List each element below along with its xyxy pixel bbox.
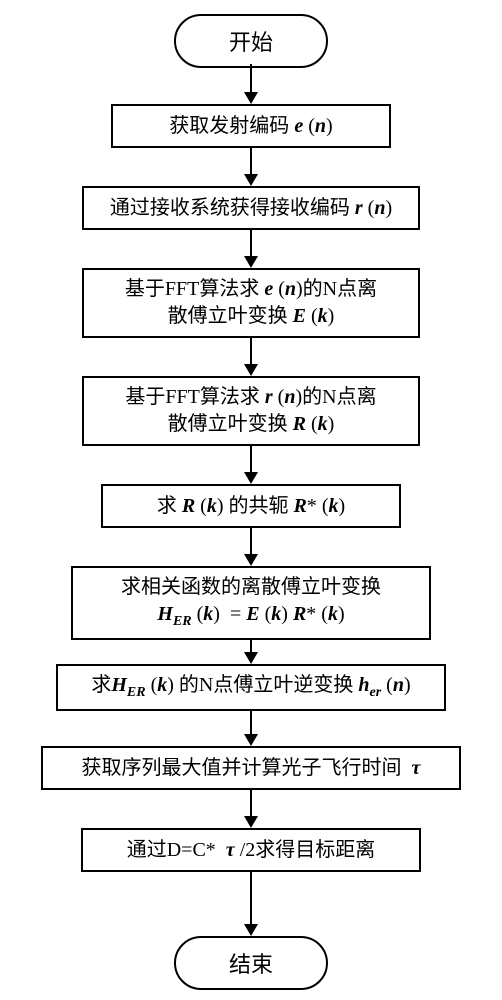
terminator-end-label: 结束 bbox=[229, 947, 273, 979]
process-s9-label: 通过D=C* τ /2求得目标距离 bbox=[127, 837, 376, 864]
process-s8-label: 获取序列最大值并计算光子飞行时间 τ bbox=[82, 755, 421, 782]
arrow-3-head bbox=[244, 256, 258, 268]
process-s4-label: 基于FFT算法求 r (n)的N点离散傅立叶变换 R (k) bbox=[125, 384, 376, 438]
process-s3: 基于FFT算法求 e (n)的N点离散傅立叶变换 E (k) bbox=[82, 268, 420, 338]
process-s4: 基于FFT算法求 r (n)的N点离散傅立叶变换 R (k) bbox=[82, 376, 420, 446]
flowchart-canvas: 开始 获取发射编码 e (n) 通过接收系统获得接收编码 r (n) 基于FFT算法… bbox=[0, 0, 502, 1000]
arrow-6-head bbox=[244, 554, 258, 566]
arrow-3-line bbox=[250, 230, 252, 256]
arrow-9-line bbox=[250, 790, 252, 816]
arrow-4-line bbox=[250, 338, 252, 364]
arrow-6-line bbox=[250, 528, 252, 554]
process-s5: 求 R (k) 的共轭 R* (k) bbox=[101, 484, 401, 528]
arrow-2-line bbox=[250, 148, 252, 174]
process-s7: 求HER (k) 的N点傅立叶逆变换 her (n) bbox=[56, 664, 446, 711]
arrow-2-head bbox=[244, 174, 258, 186]
terminator-start-label: 开始 bbox=[229, 25, 273, 57]
process-s6-label: 求相关函数的离散傅立叶变换HER (k) = E (k) R* (k) bbox=[121, 574, 381, 632]
arrow-9-head bbox=[244, 816, 258, 828]
process-s8: 获取序列最大值并计算光子飞行时间 τ bbox=[41, 746, 461, 790]
terminator-end: 结束 bbox=[174, 936, 328, 990]
process-s5-label: 求 R (k) 的共轭 R* (k) bbox=[157, 493, 345, 520]
process-s1: 获取发射编码 e (n) bbox=[111, 104, 391, 148]
process-s2: 通过接收系统获得接收编码 r (n) bbox=[82, 186, 420, 230]
process-s9: 通过D=C* τ /2求得目标距离 bbox=[81, 828, 421, 872]
arrow-8-head bbox=[244, 734, 258, 746]
arrow-10-line bbox=[250, 872, 252, 924]
arrow-4-head bbox=[244, 364, 258, 376]
arrow-1-line bbox=[250, 64, 252, 92]
arrow-8-line bbox=[250, 708, 252, 734]
process-s1-label: 获取发射编码 e (n) bbox=[169, 113, 332, 140]
process-s3-label: 基于FFT算法求 e (n)的N点离散傅立叶变换 E (k) bbox=[125, 276, 377, 330]
process-s6: 求相关函数的离散傅立叶变换HER (k) = E (k) R* (k) bbox=[71, 566, 431, 640]
process-s2-label: 通过接收系统获得接收编码 r (n) bbox=[110, 195, 392, 222]
arrow-7-head bbox=[244, 652, 258, 664]
arrow-1-head bbox=[244, 92, 258, 104]
process-s7-label: 求HER (k) 的N点傅立叶逆变换 her (n) bbox=[91, 672, 410, 703]
terminator-start: 开始 bbox=[174, 14, 328, 68]
arrow-10-head bbox=[244, 924, 258, 936]
arrow-5-line bbox=[250, 446, 252, 472]
arrow-5-head bbox=[244, 472, 258, 484]
